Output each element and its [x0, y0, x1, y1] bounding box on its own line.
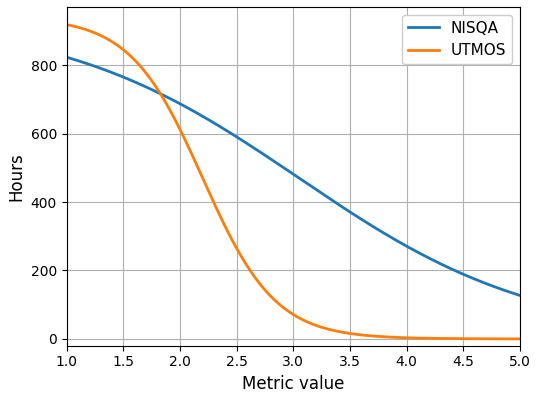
UTMOS [504, 336, 510, 341]
NISQA [63, 55, 70, 60]
Line: UTMOS: UTMOS [67, 25, 520, 339]
Legend: NISQA, UTMOS: NISQA, UTMOS [402, 14, 513, 64]
UTMOS [284, 308, 291, 313]
Line: NISQA: NISQA [67, 57, 520, 296]
NISQA [517, 293, 523, 298]
UTMOS [87, 28, 93, 33]
NISQA [504, 289, 510, 294]
X-axis label: Metric value: Metric value [242, 375, 344, 393]
UTMOS [504, 336, 510, 341]
NISQA [87, 62, 93, 67]
UTMOS [421, 336, 427, 341]
UTMOS [272, 298, 278, 303]
NISQA [504, 289, 510, 294]
NISQA [272, 160, 278, 164]
UTMOS [517, 336, 523, 341]
Y-axis label: Hours: Hours [7, 152, 25, 201]
NISQA [284, 168, 291, 172]
UTMOS [63, 22, 70, 27]
NISQA [421, 253, 427, 258]
